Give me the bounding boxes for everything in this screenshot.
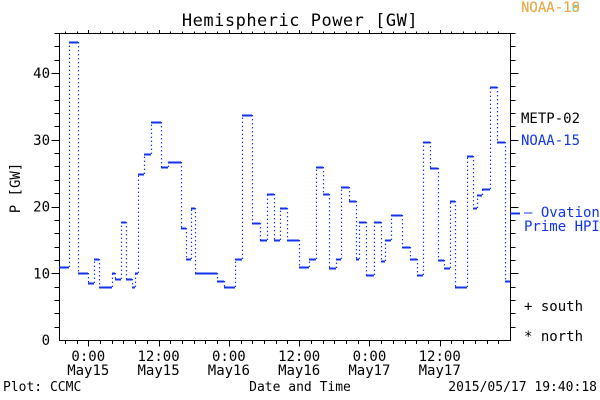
legend-item-noaa15: NOAA-15 bbox=[521, 133, 581, 149]
page-title: Hemispheric Power [GW] bbox=[181, 11, 419, 31]
legend-item-noaa18: NOAA-18 bbox=[521, 0, 581, 16]
y-tick-label: 10 bbox=[33, 266, 50, 282]
x-axis-label: Date and Time bbox=[249, 380, 351, 395]
legend-item-noaa16: NOAA-16 bbox=[521, 0, 581, 16]
x-tick-time: 0:00 bbox=[353, 349, 387, 365]
x-tick-date: May16 bbox=[208, 363, 250, 379]
x-tick-date: May16 bbox=[278, 363, 320, 379]
legend-ovation-line2: Prime HPI bbox=[524, 219, 600, 235]
y-tick-label: 40 bbox=[33, 66, 50, 82]
plus-symbol-icon: + bbox=[524, 299, 533, 315]
legend-marker-north: * north bbox=[524, 329, 583, 345]
legend-item-metp02: METP-02 bbox=[521, 111, 581, 127]
x-tick-date: May17 bbox=[419, 363, 461, 379]
y-tick-label: 20 bbox=[33, 200, 50, 216]
north-label: north bbox=[540, 329, 584, 345]
data-step-horizontals bbox=[59, 41, 510, 289]
x-tick-date: May15 bbox=[137, 363, 179, 379]
data-step-verticals bbox=[68, 42, 507, 287]
legend-ovation-line1: — Ovation bbox=[524, 205, 600, 221]
x-tick-date: May17 bbox=[348, 363, 390, 379]
axis-ticks bbox=[51, 30, 519, 347]
x-tick-time: 12:00 bbox=[278, 349, 320, 365]
legend-item-noaa19: NOAA-19 bbox=[521, 0, 581, 16]
y-axis-label: P [GW] bbox=[8, 162, 24, 214]
x-tick-time: 12:00 bbox=[137, 349, 179, 365]
plot-source-label: Plot: CCMC bbox=[3, 380, 82, 395]
y-tick-label: 30 bbox=[33, 133, 50, 149]
x-tick-time: 0:00 bbox=[71, 349, 105, 365]
x-tick-date: May15 bbox=[67, 363, 109, 379]
south-label: south bbox=[540, 299, 584, 315]
legend-marker-south: + south bbox=[524, 299, 583, 315]
plot-border bbox=[59, 33, 511, 341]
x-tick-time: 12:00 bbox=[419, 349, 461, 365]
x-tick-time: 0:00 bbox=[212, 349, 246, 365]
asterisk-symbol-icon: * bbox=[524, 329, 533, 345]
y-tick-label: 0 bbox=[42, 333, 50, 349]
plot-timestamp: 2015/05/17 19:40:18 bbox=[448, 380, 597, 395]
